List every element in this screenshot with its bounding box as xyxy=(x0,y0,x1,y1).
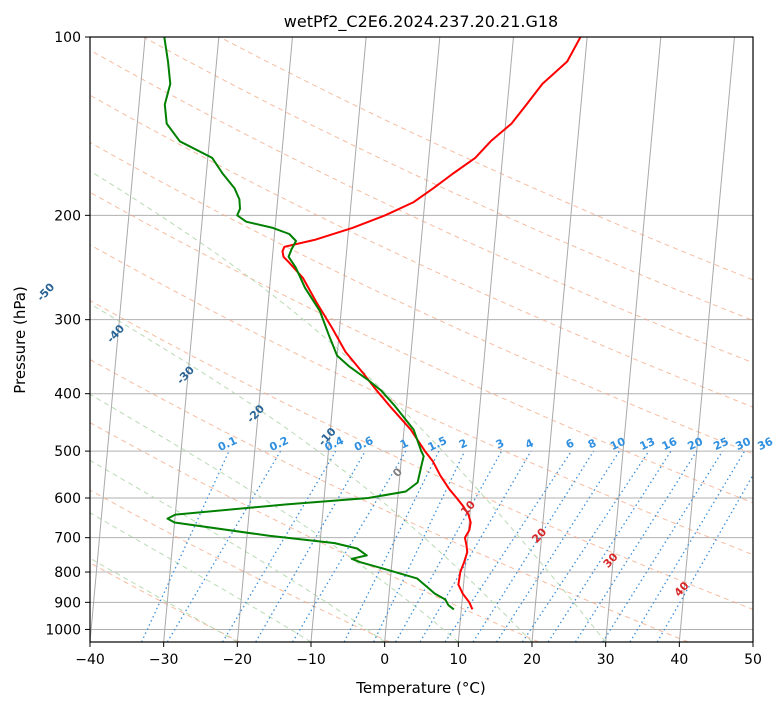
dry-adiabat-line xyxy=(90,191,753,504)
x-axis-title: Temperature (°C) xyxy=(355,679,485,697)
mixing-ratio-line xyxy=(140,450,230,642)
isotherm-line xyxy=(678,37,735,642)
mixing-ratio-line xyxy=(373,450,466,642)
mixing-ratio-line xyxy=(656,473,753,642)
mixing-ratio-label: 36 xyxy=(756,435,775,453)
mixing-ratio-line xyxy=(547,450,672,642)
y-tick-label: 900 xyxy=(54,595,81,611)
dry-adiabat-line xyxy=(90,49,753,364)
mixing-ratio-line xyxy=(292,450,407,642)
mixing-ratio-label: 25 xyxy=(711,435,730,453)
x-tick-label: −10 xyxy=(296,652,326,668)
y-tick-label: 600 xyxy=(54,491,81,507)
plot-background xyxy=(90,37,753,642)
isotherm-line xyxy=(163,37,220,642)
temperature-profile-line xyxy=(281,37,582,610)
plot-frame xyxy=(89,36,754,643)
dry-adiabat-line xyxy=(90,489,390,642)
moist-adiabat-line xyxy=(90,303,533,642)
isotherm-line xyxy=(384,37,441,642)
y-tick-label: 300 xyxy=(54,313,81,329)
x-tick-label: 10 xyxy=(449,652,467,668)
moist-adiabat-line xyxy=(90,393,459,642)
dry-adiabat-line xyxy=(143,37,753,321)
mixing-ratio-label: 30 xyxy=(733,435,753,453)
x-tick-label: 0 xyxy=(380,652,389,668)
y-tick-label: 500 xyxy=(54,444,81,460)
chart-title: wetPf2_C2E6.2024.237.20.21.G18 xyxy=(284,12,558,32)
x-tick-label: 50 xyxy=(744,652,762,668)
x-tick-label: −30 xyxy=(149,652,179,668)
y-tick-label: 700 xyxy=(54,531,81,547)
mixing-ratio-line xyxy=(222,450,337,642)
dry-adiabat-line xyxy=(90,359,689,642)
isotherm-line xyxy=(90,37,146,642)
dry-adiabat-line xyxy=(90,299,753,611)
x-tick-label: −40 xyxy=(75,652,105,668)
x-tick-label: −20 xyxy=(223,652,253,668)
y-tick-label: 800 xyxy=(54,565,81,581)
mixing-ratio-label: 10 xyxy=(608,435,628,453)
mixing-ratio-line xyxy=(395,450,503,642)
axes: -100-90-80-70-60-50-40-30-20-10010203040… xyxy=(34,30,775,668)
moist-adiabat-line xyxy=(90,557,238,642)
dewpoint-profile-line xyxy=(163,37,455,611)
mixing-ratio-line xyxy=(602,450,724,642)
isotherm-line xyxy=(236,37,293,642)
y-tick-label: 100 xyxy=(54,30,81,46)
y-axis-title: Pressure (hPa) xyxy=(11,286,29,394)
mixing-ratio-line xyxy=(496,450,620,642)
y-tick-label: 1000 xyxy=(45,622,81,638)
y-tick-label: 400 xyxy=(54,387,81,403)
moist-adiabat-line xyxy=(90,170,607,642)
mixing-ratio-label: 13 xyxy=(638,435,657,453)
isotherm-line xyxy=(531,37,588,642)
mixing-ratio-line xyxy=(419,450,532,642)
y-tick-label: 200 xyxy=(54,208,81,224)
mixing-ratio-line xyxy=(255,450,366,642)
mixing-ratio-label: 16 xyxy=(660,435,680,453)
mixing-ratio-line xyxy=(472,450,595,642)
mixing-ratio-line xyxy=(629,450,746,642)
mixing-ratio-line xyxy=(574,450,698,642)
isotherm-line xyxy=(605,37,662,642)
x-tick-label: 20 xyxy=(523,652,541,668)
x-tick-label: 40 xyxy=(670,652,688,668)
moist-adiabat-line xyxy=(90,459,385,642)
mixing-ratio-label: 20 xyxy=(686,435,706,453)
mixing-ratio-line xyxy=(166,450,282,642)
isotherm-line xyxy=(457,37,514,642)
dry-adiabat-line xyxy=(90,141,753,455)
plot-area xyxy=(90,37,753,642)
x-tick-label: 30 xyxy=(597,652,615,668)
